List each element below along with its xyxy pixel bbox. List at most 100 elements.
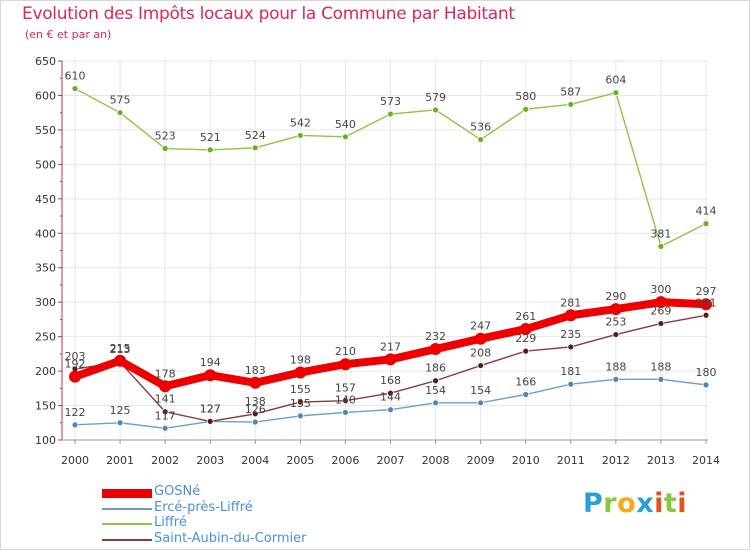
- legend-label-gosne: GOSNé: [154, 484, 201, 499]
- data-label-liffre: 540: [335, 118, 356, 131]
- data-point-liffre: [477, 136, 485, 143]
- data-point-erce-pres-liffre: [296, 412, 304, 420]
- data-point-gosne: [69, 370, 81, 383]
- data-label-saint-aubin-du-cormier: 208: [470, 347, 491, 360]
- data-label-liffre: 587: [560, 85, 581, 98]
- data-label-saint-aubin-du-cormier: 213: [110, 343, 131, 356]
- y-tick-label: 600: [35, 89, 56, 102]
- y-tick-label: 500: [35, 158, 56, 171]
- data-label-liffre: 610: [65, 70, 86, 83]
- data-label-liffre: 414: [696, 205, 717, 218]
- chart-subtitle: (en € et par an): [25, 28, 112, 41]
- data-point-gosne: [609, 303, 622, 316]
- logo-letter: i: [654, 488, 664, 519]
- data-label-gosne: 194: [200, 356, 221, 369]
- data-label-gosne: 297: [696, 285, 717, 298]
- logo-letter: o: [617, 488, 637, 519]
- data-point-saint-aubin-du-cormier: [612, 331, 620, 338]
- logo-letter: x: [636, 488, 655, 519]
- data-label-gosne: 210: [335, 345, 356, 358]
- x-tick-label: 2002: [151, 454, 179, 467]
- data-label-liffre: 524: [245, 129, 266, 142]
- data-label-layer: 610 575 523 521 524 542 540 573 579 536 580 587 604 3…: [65, 70, 717, 423]
- data-label-liffre: 542: [290, 116, 311, 129]
- x-tick-label: 2008: [422, 454, 450, 467]
- data-label-erce-pres-liffre: 166: [515, 376, 536, 389]
- data-point-saint-aubin-du-cormier: [657, 320, 665, 327]
- data-point-saint-aubin-du-cormier: [387, 389, 394, 397]
- chart-title: Evolution des Impôts locaux pour la Comm…: [22, 4, 515, 24]
- data-label-liffre: 604: [605, 74, 626, 87]
- data-label-gosne: 290: [605, 290, 626, 303]
- y-tick-label: 300: [35, 296, 56, 309]
- y-tick-label: 200: [35, 365, 56, 378]
- data-label-gosne: 300: [650, 283, 671, 296]
- legend-swatch-gosne: [102, 489, 152, 498]
- data-label-liffre: 580: [515, 90, 536, 103]
- data-label-saint-aubin-du-cormier: 168: [380, 374, 401, 387]
- data-label-saint-aubin-du-cormier: 186: [425, 362, 446, 375]
- data-point-liffre: [567, 101, 575, 108]
- data-label-saint-aubin-du-cormier: 138: [245, 395, 266, 408]
- data-point-saint-aubin-du-cormier: [702, 311, 710, 319]
- x-tick-label: 2001: [106, 454, 134, 467]
- y-tick-label: 350: [35, 262, 56, 275]
- data-point-saint-aubin-du-cormier: [342, 397, 349, 405]
- data-point-liffre: [342, 133, 349, 141]
- data-label-gosne: 183: [245, 364, 266, 377]
- y-tick-label: 250: [35, 331, 56, 344]
- data-label-gosne: 247: [470, 320, 491, 333]
- logo-letter: P: [583, 488, 604, 519]
- data-point-erce-pres-liffre: [612, 375, 620, 383]
- data-point-saint-aubin-du-cormier: [296, 398, 304, 406]
- data-label-extra: 126: [245, 403, 266, 416]
- data-label-saint-aubin-du-cormier: 253: [605, 316, 626, 329]
- data-label-gosne: 215: [110, 342, 131, 355]
- data-point-gosne: [114, 354, 127, 367]
- y-tick-label: 400: [35, 227, 56, 240]
- data-point-saint-aubin-du-cormier: [251, 410, 259, 418]
- x-tick-label: 2014: [692, 454, 720, 467]
- x-tick-label: 2005: [286, 454, 314, 467]
- data-label-erce-pres-liffre: 180: [696, 366, 717, 379]
- data-point-liffre: [657, 242, 665, 250]
- data-label-saint-aubin-du-cormier: 229: [515, 332, 536, 345]
- x-tick-label: 2004: [241, 454, 269, 467]
- data-point-saint-aubin-du-cormier: [432, 377, 439, 385]
- data-point-erce-pres-liffre: [71, 421, 79, 429]
- data-label-gosne: 281: [560, 296, 581, 309]
- x-tick-label: 2003: [196, 454, 224, 467]
- data-point-erce-pres-liffre: [567, 380, 575, 388]
- data-point-liffre: [702, 220, 710, 228]
- axis-layer: 100 150 200 250 300 350 400 450 500 550 600 650 2000…: [35, 55, 720, 467]
- data-label-liffre: 536: [470, 121, 491, 134]
- data-label-erce-pres-liffre: 188: [605, 360, 626, 373]
- data-label-erce-pres-liffre: 181: [560, 365, 581, 378]
- data-point-liffre: [206, 146, 214, 154]
- y-tick-label: 150: [35, 400, 56, 413]
- y-tick-label: 100: [35, 434, 56, 447]
- data-point-liffre: [612, 89, 620, 97]
- data-point-gosne: [429, 343, 442, 356]
- data-label-erce-pres-liffre: 125: [110, 404, 131, 417]
- data-point-erce-pres-liffre: [251, 418, 259, 426]
- data-point-erce-pres-liffre: [702, 381, 710, 389]
- data-point-erce-pres-liffre: [342, 409, 349, 416]
- data-point-gosne: [474, 332, 487, 345]
- data-label-gosne: 192: [65, 358, 86, 371]
- data-point-liffre: [432, 106, 439, 114]
- data-label-gosne: 261: [515, 310, 536, 323]
- data-point-liffre: [251, 144, 259, 152]
- x-tick-label: 2013: [647, 454, 675, 467]
- data-point-erce-pres-liffre: [161, 424, 169, 432]
- data-label-erce-pres-liffre: 188: [650, 360, 671, 373]
- x-tick-label: 2000: [61, 454, 89, 467]
- data-point-saint-aubin-du-cormier: [567, 343, 575, 351]
- data-label-saint-aubin-du-cormier: 269: [650, 305, 671, 318]
- data-label-extra: 144: [380, 391, 401, 404]
- data-point-erce-pres-liffre: [522, 391, 530, 398]
- data-point-liffre: [116, 109, 124, 117]
- y-tick-label: 650: [35, 55, 56, 68]
- y-tick-label: 450: [35, 193, 56, 206]
- data-point-gosne: [700, 298, 712, 311]
